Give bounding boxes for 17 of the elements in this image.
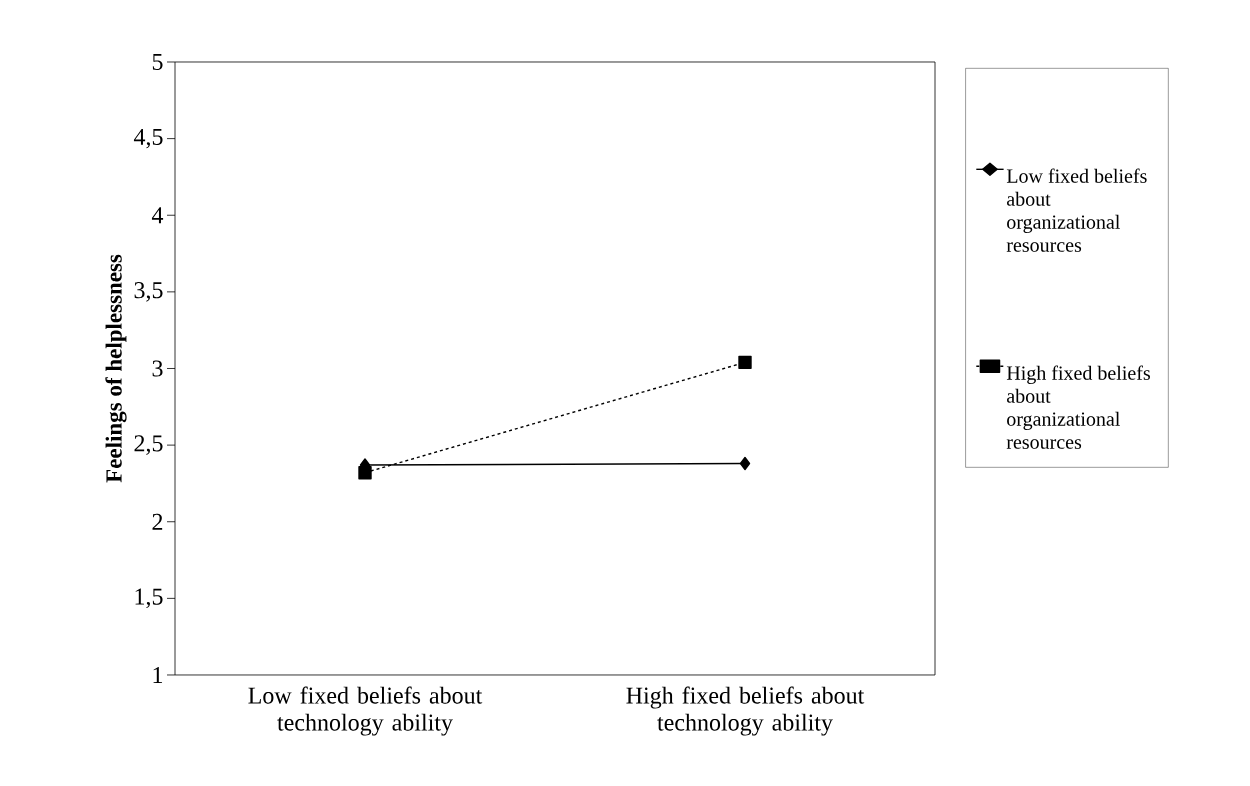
point: [358, 466, 372, 480]
y-tick-label: 3: [152, 360, 163, 377]
y-tick-label: 4: [151, 207, 164, 224]
y-tick-label: 3,5: [134, 282, 163, 302]
legend-label: Low fixed beliefs about organizational resources: [1006, 168, 1147, 252]
x-tick-label: Low fixed beliefs about technology ability: [248, 686, 483, 736]
point: [739, 456, 751, 471]
x-tick-label: High fixed beliefs about technology ability: [626, 686, 865, 736]
y-tick-label: 1: [153, 667, 163, 683]
y-axis-title: Feelings of helplessness: [105, 254, 127, 483]
legend-label: High fixed beliefs about organizational resources: [1006, 365, 1150, 449]
y-tick-label: 4,5: [133, 128, 163, 149]
y-tick-label: 5: [152, 54, 163, 70]
point: [738, 355, 752, 370]
y-tick-label: 2: [152, 513, 163, 530]
y-tick-label: 1,5: [135, 588, 163, 609]
y-tick-label: 2,5: [134, 435, 163, 455]
